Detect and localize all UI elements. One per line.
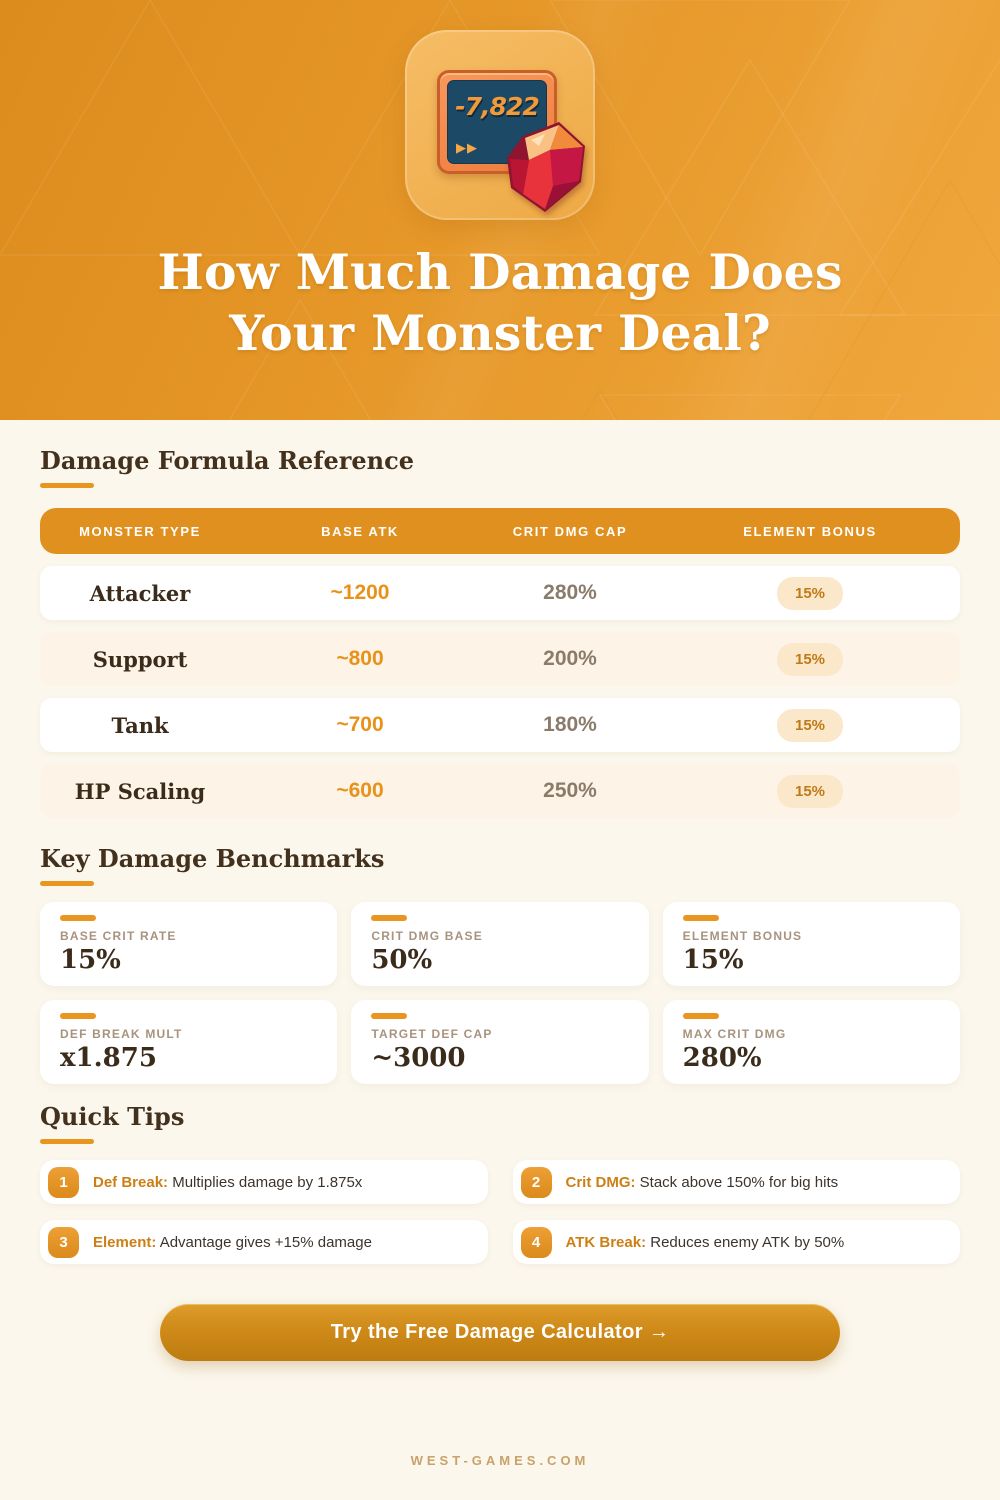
column-header-base-atk: BASE ATK bbox=[321, 523, 399, 539]
benchmark-label: MAX CRIT DMG bbox=[682, 1027, 787, 1041]
footer-domain: WEST-GAMES.COM bbox=[410, 1453, 590, 1468]
tip-item: 2 Crit DMG: Stack above 150% for big hit… bbox=[512, 1160, 960, 1204]
tip-label: Def Break: bbox=[93, 1173, 169, 1191]
benchmark-value: 15% bbox=[60, 945, 121, 975]
cta-button[interactable]: Try the Free Damage Calculator → bbox=[160, 1304, 840, 1361]
tip-number-badge: 4 bbox=[520, 1226, 552, 1258]
element-bonus-badge: 15% bbox=[776, 708, 844, 742]
tip-number-badge: 2 bbox=[520, 1166, 552, 1198]
element-bonus-cell: 15% bbox=[660, 642, 960, 676]
tip-text: ATK Break: Reduces enemy ATK by 50% bbox=[566, 1234, 845, 1251]
card-accent-bar bbox=[60, 1013, 96, 1019]
crit-cap-cell: 180% bbox=[543, 713, 597, 736]
base-atk-cell: ~600 bbox=[336, 779, 384, 802]
crit-cap-cell: 280% bbox=[543, 581, 597, 604]
fast-forward-icon: ▶▶ bbox=[456, 140, 478, 155]
tip-label: Crit DMG: bbox=[565, 1173, 636, 1191]
heading-underline bbox=[40, 1139, 94, 1144]
tip-body: Advantage gives +15% damage bbox=[159, 1233, 372, 1251]
benchmark-card: BASE CRIT RATE 15% bbox=[40, 902, 338, 986]
column-header-crit-dmg-cap: CRIT DMG CAP bbox=[512, 523, 628, 539]
card-accent-bar bbox=[371, 1013, 408, 1019]
damage-number: -7,822 bbox=[455, 92, 539, 121]
formula-table: MONSTER TYPE BASE ATK CRIT DMG CAP ELEME… bbox=[40, 508, 960, 818]
tip-item: 1 Def Break: Multiplies damage by 1.875x bbox=[40, 1160, 488, 1204]
benchmark-label: DEF BREAK MULT bbox=[60, 1027, 183, 1041]
page-title-line1: How Much Damage Does bbox=[157, 243, 843, 301]
monster-type-cell: Attacker bbox=[89, 580, 191, 606]
benchmark-value: x1.875 bbox=[60, 1043, 157, 1073]
tip-text: Def Break: Multiplies damage by 1.875x bbox=[93, 1174, 362, 1191]
table-row: Tank ~700 180% 15% bbox=[40, 698, 960, 752]
benchmark-card: DEF BREAK MULT x1.875 bbox=[40, 1000, 338, 1084]
element-bonus-cell: 15% bbox=[660, 576, 960, 610]
damage-counter-panel: -7,822 ▶▶ bbox=[437, 70, 557, 174]
tip-item: 4 ATK Break: Reduces enemy ATK by 50% bbox=[512, 1220, 960, 1264]
monster-type-cell: HP Scaling bbox=[74, 778, 206, 804]
table-row: Support ~800 200% 15% bbox=[40, 632, 960, 686]
column-header-element-bonus: ELEMENT BONUS bbox=[743, 523, 877, 539]
benchmark-label: TARGET DEF CAP bbox=[371, 1027, 493, 1041]
page-title: How Much Damage Does Your Monster Deal? bbox=[0, 242, 1000, 364]
tip-item: 3 Element: Advantage gives +15% damage bbox=[40, 1220, 488, 1264]
tips-section-heading: Quick Tips bbox=[40, 1102, 185, 1131]
hero-banner: -7,822 ▶▶ How Much Damage Does Your Mons… bbox=[0, 0, 1000, 420]
tip-label: Element: bbox=[93, 1233, 157, 1251]
crit-cap-cell: 250% bbox=[543, 779, 597, 802]
content-area: Damage Formula Reference MONSTER TYPE BA… bbox=[0, 420, 1000, 1468]
element-bonus-badge: 15% bbox=[776, 774, 844, 808]
tip-body: Stack above 150% for big hits bbox=[639, 1173, 839, 1191]
benchmark-label: ELEMENT BONUS bbox=[682, 929, 803, 943]
tips-grid: 1 Def Break: Multiplies damage by 1.875x… bbox=[40, 1160, 960, 1264]
tip-number-badge: 3 bbox=[48, 1226, 79, 1258]
benchmarks-grid: BASE CRIT RATE 15% CRIT DMG BASE 50% ELE… bbox=[40, 902, 960, 1084]
benchmark-value: ~3000 bbox=[371, 1043, 466, 1073]
element-bonus-badge: 15% bbox=[776, 576, 844, 610]
benchmark-label: CRIT DMG BASE bbox=[371, 929, 483, 943]
tip-label: ATK Break: bbox=[565, 1233, 647, 1251]
page-title-line2: Your Monster Deal? bbox=[229, 303, 771, 362]
heading-underline bbox=[40, 483, 94, 488]
card-accent-bar bbox=[682, 1013, 719, 1019]
gem-icon bbox=[507, 122, 585, 212]
app-icon: -7,822 ▶▶ bbox=[405, 30, 595, 220]
card-accent-bar bbox=[682, 915, 719, 921]
formula-section-heading: Damage Formula Reference bbox=[40, 446, 415, 475]
benchmark-card: MAX CRIT DMG 280% bbox=[662, 1000, 960, 1084]
cta-container: Try the Free Damage Calculator → bbox=[40, 1304, 960, 1361]
benchmark-label: BASE CRIT RATE bbox=[60, 929, 177, 943]
table-row: Attacker ~1200 280% 15% bbox=[40, 566, 960, 620]
benchmark-card: ELEMENT BONUS 15% bbox=[662, 902, 960, 986]
monster-type-cell: Support bbox=[92, 646, 188, 672]
column-header-monster-type: MONSTER TYPE bbox=[79, 523, 201, 539]
benchmark-card: TARGET DEF CAP ~3000 bbox=[351, 1000, 649, 1084]
table-row: HP Scaling ~600 250% 15% bbox=[40, 764, 960, 818]
element-bonus-badge: 15% bbox=[776, 642, 844, 676]
tip-text: Element: Advantage gives +15% damage bbox=[93, 1234, 372, 1251]
monster-type-cell: Tank bbox=[111, 712, 169, 738]
card-accent-bar bbox=[371, 915, 408, 921]
formula-table-header: MONSTER TYPE BASE ATK CRIT DMG CAP ELEME… bbox=[40, 508, 960, 554]
card-accent-bar bbox=[60, 915, 96, 921]
benchmark-card: CRIT DMG BASE 50% bbox=[351, 902, 649, 986]
tip-number-badge: 1 bbox=[48, 1166, 79, 1198]
benchmark-value: 280% bbox=[682, 1043, 762, 1073]
tip-text: Crit DMG: Stack above 150% for big hits bbox=[566, 1174, 839, 1191]
tip-body: Reduces enemy ATK by 50% bbox=[650, 1233, 845, 1251]
base-atk-cell: ~800 bbox=[336, 647, 384, 670]
crit-cap-cell: 200% bbox=[543, 647, 597, 670]
base-atk-cell: ~1200 bbox=[330, 581, 390, 604]
benchmark-value: 15% bbox=[682, 945, 744, 975]
base-atk-cell: ~700 bbox=[336, 713, 384, 736]
element-bonus-cell: 15% bbox=[660, 708, 960, 742]
benchmarks-section-heading: Key Damage Benchmarks bbox=[40, 844, 385, 873]
benchmark-value: 50% bbox=[371, 945, 433, 975]
tip-body: Multiplies damage by 1.875x bbox=[172, 1173, 363, 1191]
element-bonus-cell: 15% bbox=[660, 774, 960, 808]
heading-underline bbox=[40, 881, 94, 886]
